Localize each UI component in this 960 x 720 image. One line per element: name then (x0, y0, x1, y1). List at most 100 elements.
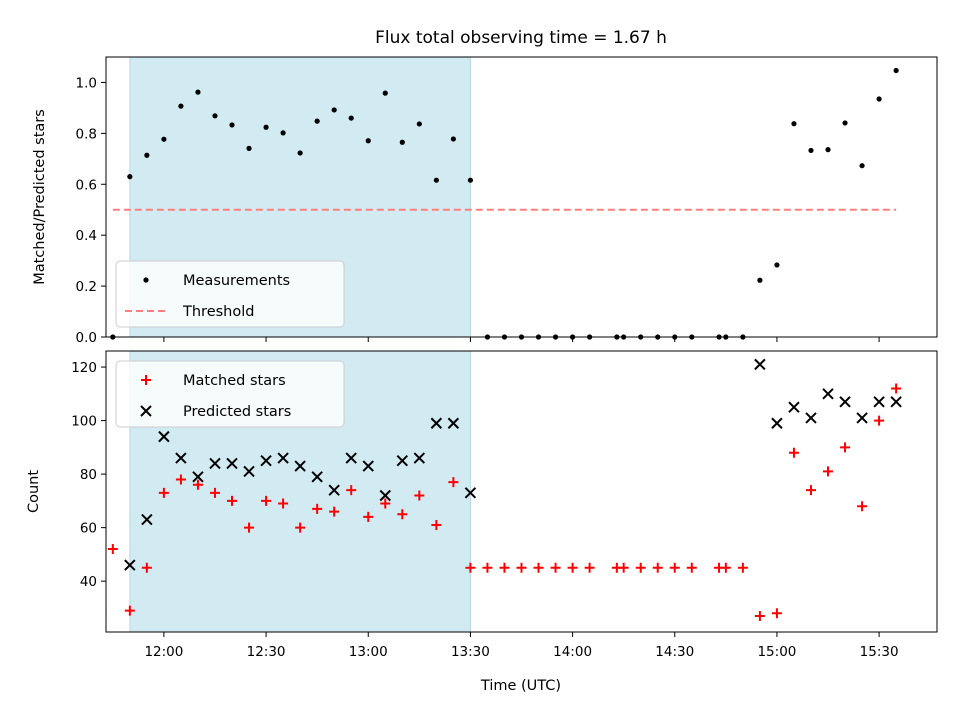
x-tick-label: 12:30 (247, 644, 286, 660)
measurement-point (842, 120, 848, 126)
predicted-stars-point (379, 489, 391, 502)
predicted-stars-point (413, 452, 426, 464)
measurement-point (297, 150, 303, 156)
y-tick-label: 0.0 (76, 330, 97, 346)
legend-box (115, 260, 345, 328)
measurement-point (808, 147, 814, 154)
matched-stars-point (805, 485, 816, 496)
matched-stars-point (261, 495, 272, 506)
measurement-point (467, 177, 474, 183)
matched-stars-point (754, 610, 765, 621)
predicted-stars-point (311, 471, 323, 483)
matched-stars-point (771, 608, 782, 619)
y-tick-label: 40 (80, 574, 97, 590)
measurement-point (859, 163, 865, 169)
measurement-point (229, 122, 235, 128)
y-tick-label: 1.0 (76, 75, 97, 91)
matched-stars-point (209, 487, 220, 498)
x-tick-label: 14:30 (655, 644, 694, 660)
matched-stars-point (141, 562, 152, 573)
predicted-stars-point (430, 417, 443, 429)
matched-stars-point (635, 562, 646, 573)
chart-title: Flux total observing time = 1.67 h (375, 28, 667, 48)
measurement-point (280, 130, 286, 136)
predicted-stars-point (788, 401, 800, 413)
matched-stars-point (295, 522, 306, 533)
bottom-panel: 40 60 80 100 120 12:00 12:30 13:00 13:30 14:00 14:… (26, 350, 938, 660)
measurement-point (791, 121, 797, 127)
measurement-point (382, 90, 388, 96)
matched-stars-point (346, 485, 357, 496)
matched-stars-point (720, 562, 731, 573)
y-tick-label: 80 (80, 467, 97, 483)
matched-stars-point (857, 501, 868, 512)
predicted-stars-point (771, 417, 783, 429)
measurement-point (416, 121, 422, 127)
y-axis-label: Count (26, 470, 42, 513)
measurement-point (757, 277, 763, 283)
measurement-point (161, 136, 167, 142)
y-tick-label: 0.4 (76, 228, 97, 244)
measurement-point (450, 136, 456, 142)
predicted-stars-point (822, 388, 834, 400)
predicted-stars-point (890, 396, 902, 408)
matched-stars-point (482, 562, 493, 573)
predicted-stars-point (260, 455, 272, 467)
legend-handle-plus (141, 375, 151, 385)
legend-handle-x (140, 405, 152, 417)
y-tick-label: 120 (71, 360, 97, 376)
matched-stars-point (618, 562, 629, 573)
matched-stars-point (414, 490, 425, 501)
predicted-stars-point (396, 455, 409, 467)
measurement-point (195, 89, 201, 95)
y-tick-label: 0.6 (76, 177, 97, 193)
top-panel: 0.0 0.2 0.4 0.6 0.8 1.0 Matched/Predicted star… (32, 56, 938, 346)
matched-stars-point (175, 474, 186, 485)
matched-stars-point (107, 544, 118, 555)
legend-label: Predicted stars (183, 404, 291, 420)
x-tick-label: 15:00 (757, 644, 796, 660)
matched-stars-point (124, 605, 135, 616)
measurement-point (178, 103, 184, 109)
predicted-stars-point (805, 412, 817, 424)
predicted-stars-point (243, 465, 255, 478)
matched-stars-point (686, 562, 697, 573)
x-tick-label: 12:00 (144, 644, 183, 660)
matched-stars-point (192, 479, 203, 490)
predicted-stars-point (226, 457, 238, 470)
legend: Matched stars Predicted stars (115, 360, 345, 428)
predicted-stars-point (754, 358, 766, 371)
x-tick-label: 14:00 (553, 644, 592, 660)
matched-stars-point (380, 498, 391, 509)
axes-frame (105, 350, 938, 633)
predicted-stars-point (856, 412, 868, 424)
y-tick-label: 100 (71, 414, 97, 430)
measurement-point (348, 115, 354, 121)
measurement-point (876, 96, 882, 102)
matched-stars-point (329, 506, 340, 517)
measurement-point (144, 152, 150, 158)
matched-stars-point (652, 562, 663, 573)
measurement-point (127, 174, 133, 180)
matched-stars-point (244, 522, 255, 533)
predicted-stars-point (209, 457, 221, 470)
measurement-point (331, 107, 337, 113)
y-tick-label: 0.2 (76, 279, 97, 295)
matched-stars-point (465, 562, 476, 573)
x-tick-label: 13:00 (349, 644, 388, 660)
predicted-stars-point (158, 430, 170, 443)
matched-stars-point (874, 415, 885, 426)
measurement-point (212, 113, 218, 119)
predicted-stars-point (464, 487, 477, 499)
matched-stars-point (363, 511, 374, 522)
matched-stars-point (823, 466, 834, 477)
matched-stars-point (669, 562, 680, 573)
y-tick-label: 0.8 (76, 126, 97, 142)
matched-stars-point (516, 562, 527, 573)
matched-stars-point (584, 562, 595, 573)
matched-stars-point (840, 442, 851, 453)
predicted-stars-point (447, 417, 460, 429)
measurement-point (774, 262, 780, 268)
matched-stars-point (891, 383, 902, 394)
